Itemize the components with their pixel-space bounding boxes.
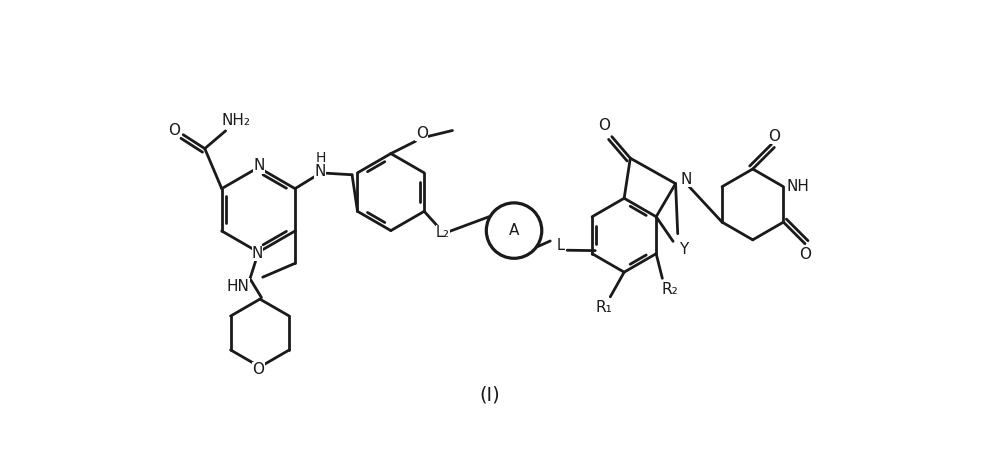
- Text: A: A: [509, 223, 519, 238]
- Text: NH: NH: [787, 179, 809, 194]
- Text: L₂: L₂: [436, 226, 450, 240]
- Text: N: N: [314, 164, 325, 179]
- Text: O: O: [768, 129, 780, 144]
- Text: HN: HN: [227, 279, 250, 293]
- Text: R₂: R₂: [662, 282, 678, 297]
- Text: O: O: [168, 123, 180, 138]
- Text: NH₂: NH₂: [221, 113, 250, 128]
- Text: O: O: [252, 362, 264, 378]
- Text: (I): (I): [479, 386, 500, 405]
- Text: R₁: R₁: [596, 300, 613, 315]
- Text: H: H: [315, 151, 326, 165]
- Text: O: O: [799, 247, 811, 262]
- Text: N: N: [252, 246, 263, 261]
- Text: O: O: [598, 119, 610, 133]
- Text: N: N: [681, 172, 692, 186]
- Text: Y: Y: [679, 242, 689, 257]
- Text: N: N: [253, 159, 265, 173]
- Text: L: L: [557, 238, 565, 253]
- Text: O: O: [416, 126, 428, 141]
